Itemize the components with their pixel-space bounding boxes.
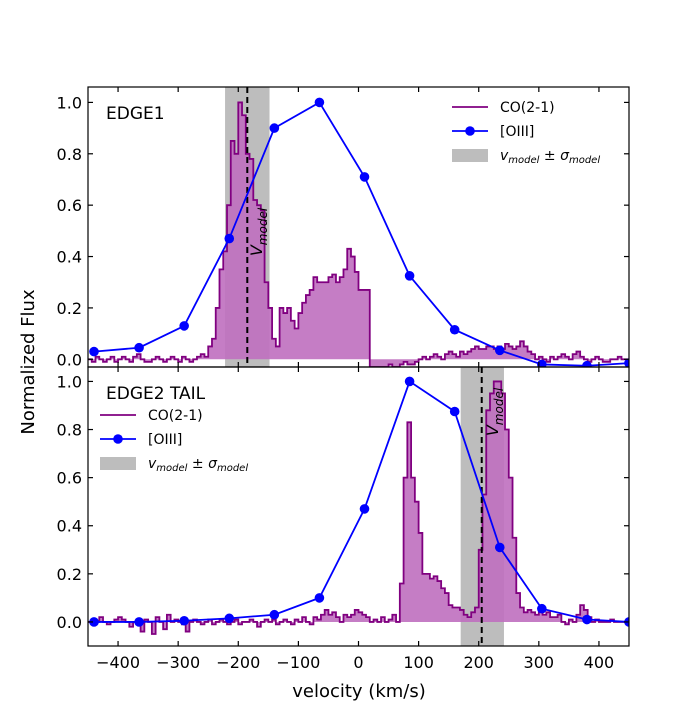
legend-co-label: CO(2-1) [500,100,555,116]
x-axis-ticks: −400 −300 −200 −100 0 100 200 300 400 [96,367,614,672]
legend: CO(2-1) [OIII] vmodel ± σmodel [452,100,600,166]
oiii-point [179,615,189,626]
panel-edge1: 0.0 0.2 0.4 0.6 0.8 1.0 EDGE1 Vmodel CO(2-1) … [57,86,630,369]
co-step-line [88,101,629,367]
oiii-point [224,613,235,624]
y-tick-label: 0.0 [57,350,82,369]
x-tick-label: −200 [216,653,260,672]
oiii-point [449,324,460,335]
x-tick-label: −400 [96,653,140,672]
y-tick-label: 1.0 [57,93,82,112]
x-tick-label: −100 [276,653,320,672]
y-tick-label: 0.4 [57,517,82,536]
oiii-series [89,97,629,367]
x-tick-label: 300 [524,653,555,672]
vmodel-sub: model [492,387,506,425]
legend-co-label: CO(2-1) [148,408,203,424]
y-tick-label: 0.2 [57,299,82,318]
x-axis-ticks [117,87,600,367]
oiii-point [449,406,460,417]
y-axis-ticks: 0.0 0.2 0.4 0.6 0.8 1.0 [57,372,629,632]
y-axis-title: Normalized Flux [18,289,39,435]
x-tick-label: 200 [463,653,494,672]
oiii-point [89,346,99,357]
co-spectrum [88,380,629,635]
x-axis-title: velocity (km/s) [292,681,426,702]
oiii-point [624,358,629,367]
legend-band-label: vmodel ± σmodel [500,148,600,166]
oiii-point [537,359,547,367]
x-tick-label: 0 [353,653,363,672]
vmodel-label: Vmodel [247,207,270,256]
vmodel-v: V [483,424,502,436]
co-step-line [88,380,629,635]
legend-band-swatch [452,149,488,162]
oiii-point [582,360,592,367]
y-tick-label: 0.6 [57,469,82,488]
x-tick-label: 100 [403,653,434,672]
vmodel-v: V [247,244,266,256]
legend-oiii-label: [OIII] [148,432,182,448]
oiii-point [537,603,547,614]
legend-oiii-label: [OIII] [500,124,534,140]
legend-oiii-marker [465,126,475,136]
legend-band-label: vmodel ± σmodel [148,456,248,474]
vmodel-sub: model [256,207,270,245]
y-tick-label: 0.4 [57,248,82,267]
oiii-point [269,609,280,620]
oiii-point [404,376,415,387]
legend: CO(2-1) [OIII] vmodel ± σmodel [100,408,248,474]
oiii-point [224,233,235,244]
x-tick-label: −300 [156,653,200,672]
oiii-point [269,123,280,133]
oiii-point [89,617,99,627]
co-fill [88,102,629,367]
oiii-point [359,504,370,514]
panel-edge2-tail: 0.0 0.2 0.4 0.6 0.8 1.0 −400 −300 −200 −100 0 100 2… [57,366,630,672]
oiii-point [404,271,415,281]
oiii-point [582,614,592,625]
y-tick-label: 0.6 [57,196,82,215]
y-tick-label: 1.0 [57,372,82,391]
panel-title: EDGE2 TAIL [106,384,206,404]
oiii-point [359,172,370,182]
co-fill [88,381,629,634]
oiii-point [494,345,505,356]
oiii-point [134,342,144,353]
oiii-point [134,617,144,627]
oiii-point [314,593,325,603]
oiii-point [494,542,505,553]
panel-title: EDGE1 [106,104,165,124]
y-axis-ticks: 0.0 0.2 0.4 0.6 0.8 1.0 [57,93,629,369]
oiii-point [314,97,325,108]
legend-oiii-marker [113,434,123,444]
oiii-point [179,321,189,331]
oiii-series [89,376,629,627]
y-tick-label: 0.0 [57,613,82,632]
vmodel-label: Vmodel [483,387,506,436]
y-tick-label: 0.2 [57,565,82,584]
y-tick-label: 0.8 [57,145,82,164]
y-tick-label: 0.8 [57,421,82,440]
x-tick-label: 400 [584,653,615,672]
legend-band-swatch [100,457,136,470]
plot-frame [87,366,630,647]
co-spectrum [88,101,629,367]
